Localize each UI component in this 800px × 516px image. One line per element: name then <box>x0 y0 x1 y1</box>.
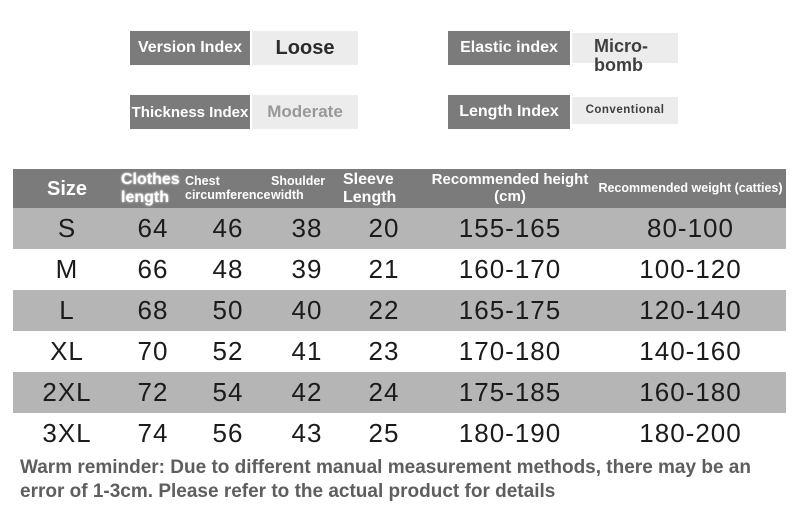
size-table-cell: 56 <box>212 418 244 448</box>
size-table-row: L 68 50 40 22 165-175 120-140 <box>13 290 786 331</box>
header-cell-recommended-height: Recommended height (cm) <box>431 171 589 205</box>
header-cell-sleeve-length-text: Sleeve Length <box>343 170 397 206</box>
size-table-row: 3XL 74 56 43 25 180-190 180-200 <box>13 413 786 454</box>
size-table-cell: 42 <box>291 377 323 407</box>
size-table-cell: 50 <box>212 295 244 325</box>
size-table-cell: 3XL <box>42 418 92 448</box>
size-table-cell: 140-160 <box>639 336 742 366</box>
header-cell-shoulder-width: Shoulder width <box>271 173 343 203</box>
size-table-cell: 52 <box>212 336 244 366</box>
size-table-cell: 160-180 <box>639 377 742 407</box>
size-table-cell: 155-165 <box>458 213 562 243</box>
elastic-index-value: Micro-bomb <box>572 33 678 74</box>
size-table-cell: 48 <box>212 254 244 284</box>
size-table-cell: 40 <box>291 295 323 325</box>
thickness-index-label: Thickness Index <box>130 95 250 129</box>
version-index-label: Version Index <box>130 31 250 65</box>
size-table-cell: 24 <box>368 377 400 407</box>
size-table-cell: 74 <box>137 418 169 448</box>
size-table-cell: 2XL <box>42 377 92 407</box>
size-table-row: M 66 48 39 21 160-170 100-120 <box>13 249 786 290</box>
size-table-cell: 23 <box>368 336 400 366</box>
size-table-cell: XL <box>50 336 84 366</box>
header-cell-sleeve-length: Sleeve Length <box>343 171 425 206</box>
header-cell-size: Size <box>46 177 88 200</box>
size-table-cell: M <box>55 254 79 284</box>
size-table-cell: 54 <box>212 377 244 407</box>
size-table-cell: 43 <box>291 418 323 448</box>
size-table-cell: L <box>59 295 75 325</box>
elastic-index-value-text: Micro-bomb <box>594 36 648 75</box>
size-table: Size Clothes length Chest circumference … <box>13 169 786 454</box>
size-table-cell: 64 <box>137 213 169 243</box>
size-table-cell: 68 <box>137 295 169 325</box>
size-table-cell: 80-100 <box>647 213 734 243</box>
size-table-cell: 175-185 <box>458 377 562 407</box>
size-table-cell: 70 <box>137 336 169 366</box>
size-table-cell: 66 <box>137 254 169 284</box>
size-table-cell: 38 <box>291 213 323 243</box>
version-index-value: Loose <box>252 31 358 65</box>
size-table-cell: 25 <box>368 418 400 448</box>
size-table-cell: 41 <box>291 336 323 366</box>
header-cell-shoulder-width-text: Shoulder width <box>271 173 326 202</box>
header-cell-chest-circumference: Chest circumference <box>185 173 271 203</box>
size-table-cell: 39 <box>291 254 323 284</box>
header-cell-clothes-length: Clothes length <box>121 171 185 206</box>
size-table-cell: 120-140 <box>639 295 742 325</box>
header-cell-clothes-length-text: Clothes length <box>121 170 180 206</box>
size-table-cell: 180-200 <box>639 418 742 448</box>
size-table-header-row: Size Clothes length Chest circumference … <box>13 169 786 208</box>
size-table-cell: 46 <box>212 213 244 243</box>
elastic-index-label: Elastic index <box>448 31 570 65</box>
size-table-cell: 165-175 <box>458 295 562 325</box>
size-table-cell: 20 <box>368 213 400 243</box>
header-cell-recommended-weight: Recommended weight (catties) <box>598 180 783 195</box>
size-table-row: XL 70 52 41 23 170-180 140-160 <box>13 331 786 372</box>
size-table-cell: 22 <box>368 295 400 325</box>
size-table-body: S 64 46 38 20 155-165 80-100 M 66 48 39 21 160-170 10… <box>13 208 786 454</box>
size-table-cell: S <box>57 213 77 243</box>
thickness-index-value: Moderate <box>252 95 358 129</box>
warm-reminder-note: Warm reminder: Due to different manual m… <box>20 457 751 503</box>
length-index-label: Length Index <box>448 95 570 129</box>
length-index-value: Conventional <box>572 97 678 124</box>
size-table-cell: 21 <box>368 254 400 284</box>
size-table-cell: 100-120 <box>639 254 742 284</box>
size-table-cell: 160-170 <box>458 254 562 284</box>
header-cell-chest-circumference-text: Chest circumference <box>185 173 271 202</box>
size-table-cell: 180-190 <box>458 418 562 448</box>
size-table-row: S 64 46 38 20 155-165 80-100 <box>13 208 786 249</box>
size-table-cell: 72 <box>137 377 169 407</box>
size-table-row: 2XL 72 54 42 24 175-185 160-180 <box>13 372 786 413</box>
size-table-cell: 170-180 <box>458 336 562 366</box>
